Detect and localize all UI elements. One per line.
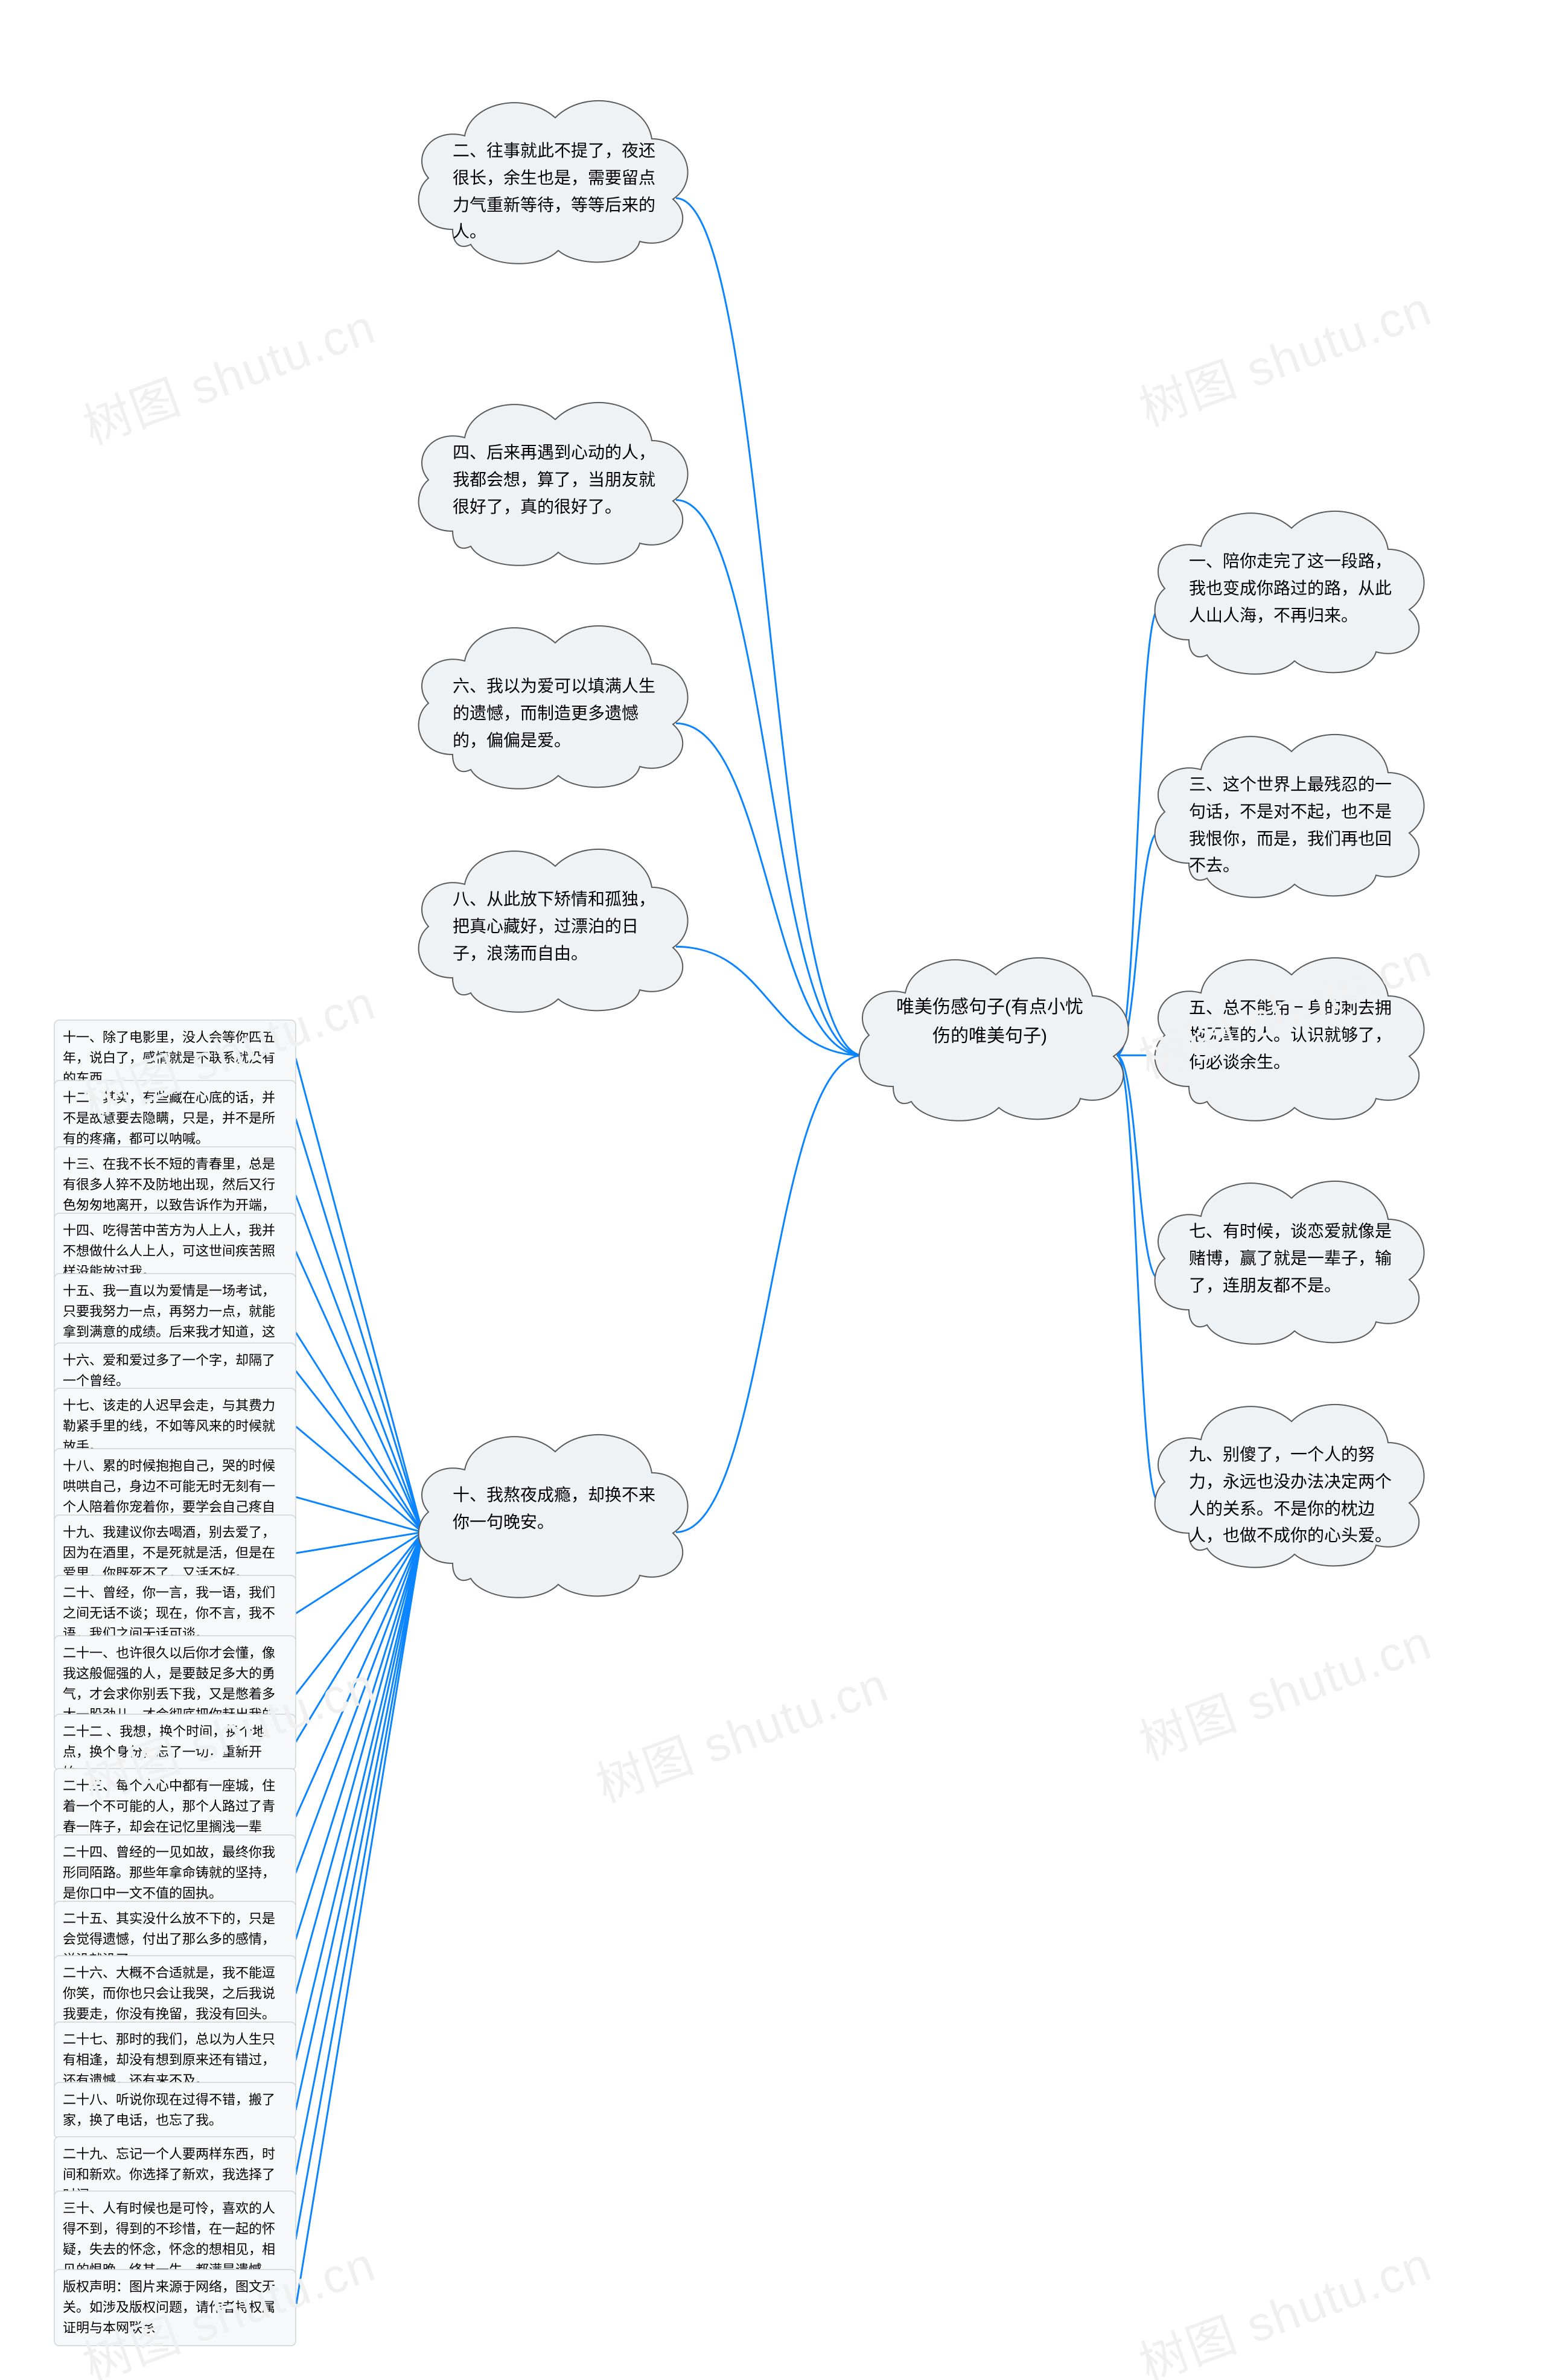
small-node-label: 十六、爱和爱过多了一个字，却隔了一个曾经。	[63, 1350, 287, 1391]
left-node-2-label: 四、后来再遇到心动的人，我都会想，算了，当朋友就很好了，真的很好了。	[453, 439, 670, 520]
small-node-label: 二十四、曾经的一见如故，最终你我形同陌路。那些年拿命铸就的坚持，是你口中一文不值…	[63, 1842, 287, 1904]
edge	[296, 1532, 422, 1817]
edge	[1117, 1055, 1159, 1502]
small-node-label: 三十、人有时候也是可怜，喜欢的人得不到，得到的不珍惜，在一起的怀疑，失去的怀念，…	[63, 2198, 287, 2280]
left-node-3-label: 六、我以为爱可以填满人生的遗憾，而制造更多遗憾的，偏偏是爱。	[453, 673, 670, 754]
edge	[296, 1532, 422, 1939]
left-node-1-label: 二、往事就此不提了，夜还很长，余生也是，需要留点力气重新等待，等等后来的人。	[453, 138, 670, 246]
small-node-label: 十七、该走的人迟早会走，与其费力勒紧手里的线，不如等风来的时候就放手。	[63, 1396, 287, 1457]
left-node-5-label: 十、我熬夜成瘾，却换不来你一句晚安。	[453, 1482, 670, 1536]
edge	[296, 1532, 422, 2175]
small-node-label: 十九、我建议你去喝酒，别去爱了，因为在酒里，不是死就是活，但是在爱里，你既死不了…	[63, 1522, 287, 1584]
edge	[296, 1532, 422, 2060]
small-node-label: 十四、吃得苦中苦方为人上人，我并不想做什么人上人，可这世间疾苦照样没能放过我。	[63, 1220, 287, 1282]
center-node-label: 唯美伤感句子(有点小忧伤的唯美句子)	[890, 993, 1089, 1051]
edge	[676, 500, 863, 1055]
small-node-label: 二十七、那时的我们，总以为人生只有相逢，却没有想到原来还有错过，还有遗憾，还有来…	[63, 2029, 287, 2091]
small-node-label: 十二、其实，有些藏在心底的话，并不是故意要去隐瞒，只是，并不是所有的疼痛，都可以…	[63, 1088, 287, 1149]
small-node-label: 版权声明：图片来源于网络，图文无关。如涉及版权问题，请作者持权属证明与本网联系	[63, 2277, 287, 2338]
right-node-1-label: 一、陪你走完了这一段路，我也变成你路过的路，从此人山人海，不再归来。	[1189, 548, 1406, 629]
right-node-3-label: 五、总不能用一身的刺去拥抱无辜的人。认识就够了，何必谈余生。	[1189, 995, 1406, 1076]
edge	[1117, 1055, 1159, 1278]
mindmap-stage: 唯美伤感句子(有点小忧伤的唯美句子) 一、陪你走完了这一段路，我也变成你路过的路，…	[0, 0, 1545, 2380]
edge	[676, 1055, 863, 1532]
right-node-5-label: 九、别傻了，一个人的努力，永远也没办法决定两个人的关系。不是你的枕边人，也做不成…	[1189, 1441, 1406, 1549]
small-nodes-layer: 十一、除了电影里，没人会等你四五年，说白了，感情就是不联系就没有的东西。十二、其…	[54, 1020, 296, 2346]
edge	[296, 1371, 422, 1532]
edge	[1117, 608, 1159, 1055]
edge	[296, 1532, 422, 1553]
left-node-4-label: 八、从此放下矫情和孤独，把真心藏好，过漂泊的日子，浪荡而自由。	[453, 886, 670, 967]
small-node-label: 二十六、大概不合适就是，我不能逗你笑，而你也只会让我哭，之后我说我要走，你没有挽…	[63, 1963, 287, 2024]
small-node-label: 二十二 、我想，换个时间，换个地点，换个身份，忘了一切，重新开始。	[63, 1721, 287, 1770]
edge	[676, 946, 863, 1055]
small-node-label: 二十、曾经，你一言，我一语，我们之间无话不谈；现在，你不言，我不语，我们之间无话…	[63, 1583, 287, 1644]
small-node-label: 十一、除了电影里，没人会等你四五年，说白了，感情就是不联系就没有的东西。	[63, 1027, 287, 1089]
edge	[676, 198, 863, 1055]
edge	[296, 1532, 422, 2308]
right-node-2-label: 三、这个世界上最残忍的一句话，不是对不起，也不是我恨你，而是，我们再也回不去。	[1189, 771, 1406, 879]
right-node-4-label: 七、有时候，谈恋爱就像是赌博，赢了就是一辈子，输了，连朋友都不是。	[1189, 1218, 1406, 1299]
edge	[296, 1118, 422, 1532]
small-node-label: 二十八、听说你现在过得不错，搬了家，换了电话，也忘了我。	[63, 2090, 287, 2131]
clouds-layer: 唯美伤感句子(有点小忧伤的唯美句子) 一、陪你走完了这一段路，我也变成你路过的路，…	[419, 101, 1424, 1603]
